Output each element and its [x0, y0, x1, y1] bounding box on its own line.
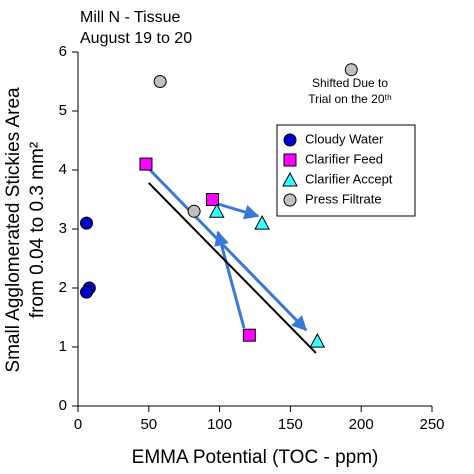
- legend-marker: [283, 153, 297, 167]
- point: [242, 328, 256, 342]
- annotation: Trial on the 20ᵗʰ: [308, 92, 392, 106]
- y-tick-label: 3: [59, 220, 67, 237]
- point: [187, 204, 201, 218]
- y-tick-label: 5: [59, 102, 67, 119]
- point: [254, 215, 270, 230]
- legend-label: Clarifier Accept: [305, 171, 393, 186]
- point: [208, 203, 225, 218]
- legend-label: Cloudy Water: [305, 131, 384, 146]
- y-tick-label: 0: [59, 397, 67, 414]
- x-tick-label: 0: [74, 416, 82, 433]
- x-tick-label: 150: [278, 416, 303, 433]
- chart-title: August 19 to 20: [80, 30, 192, 47]
- point: [309, 333, 326, 348]
- x-tick-label: 250: [419, 416, 444, 433]
- annotation: Shifted Due to: [312, 76, 388, 90]
- legend-label: Press Filtrate: [305, 191, 382, 206]
- arrows: [148, 168, 308, 332]
- x-axis-label: EMMA Potential (TOC - ppm): [132, 447, 379, 468]
- point: [139, 157, 153, 171]
- legend: [276, 124, 416, 217]
- legend-label: Clarifier Feed: [305, 151, 383, 166]
- point: [79, 285, 93, 299]
- y-tick-label: 6: [59, 43, 67, 60]
- x-tick-label: 100: [207, 416, 232, 433]
- x-tick-label: 200: [349, 416, 374, 433]
- x-tick-label: 50: [140, 416, 157, 433]
- point: [344, 63, 358, 77]
- legend-marker: [283, 133, 297, 147]
- point: [206, 193, 220, 206]
- y-tick-label: 4: [59, 161, 67, 178]
- y-tick-label: 1: [59, 338, 67, 355]
- chart-title: Mill N - Tissue: [80, 9, 181, 26]
- trend-line: [148, 182, 317, 354]
- y-axis-label: from 0.04 to 0.3 mm²: [27, 142, 48, 318]
- point: [79, 216, 93, 230]
- legend-marker: [283, 193, 297, 207]
- legend-marker: [282, 171, 298, 187]
- y-axis-label: Small Agglomerated Stickies Area: [3, 87, 24, 373]
- y-tick-label: 2: [59, 279, 67, 296]
- point: [153, 75, 167, 88]
